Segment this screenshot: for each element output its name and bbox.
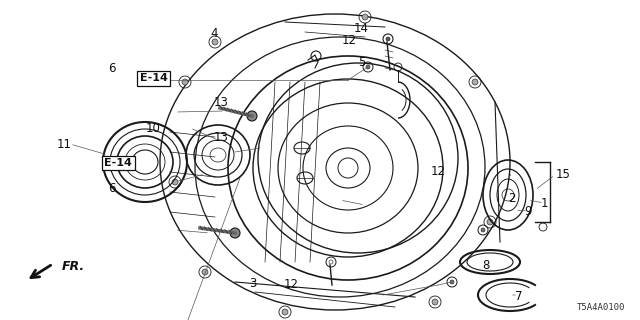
Text: 6: 6	[108, 182, 116, 195]
Text: 1: 1	[540, 197, 548, 210]
Text: 11: 11	[56, 138, 72, 150]
Text: 8: 8	[483, 259, 490, 272]
Circle shape	[202, 269, 208, 275]
Circle shape	[247, 111, 257, 121]
Circle shape	[172, 179, 178, 185]
Text: 14: 14	[354, 22, 369, 35]
Text: 12: 12	[284, 278, 299, 291]
Text: 5: 5	[358, 56, 365, 69]
Text: T5A4A0100: T5A4A0100	[577, 303, 625, 312]
Circle shape	[386, 37, 390, 41]
Text: 6: 6	[108, 62, 116, 75]
Text: E-14: E-14	[104, 158, 132, 168]
Circle shape	[230, 228, 240, 238]
Text: 2: 2	[508, 192, 516, 205]
Circle shape	[182, 79, 188, 85]
Circle shape	[212, 39, 218, 45]
Circle shape	[282, 309, 288, 315]
Text: 10: 10	[146, 122, 161, 134]
Text: 4: 4	[211, 27, 218, 40]
Text: 3: 3	[249, 277, 257, 290]
Text: 9: 9	[524, 205, 532, 218]
Text: 12: 12	[341, 34, 356, 46]
Text: 15: 15	[556, 168, 571, 181]
Circle shape	[362, 14, 368, 20]
Circle shape	[481, 228, 485, 232]
Text: FR.: FR.	[62, 260, 85, 273]
Text: E-14: E-14	[140, 73, 168, 84]
Text: 13: 13	[213, 96, 228, 109]
Text: 13: 13	[213, 131, 228, 144]
Text: 12: 12	[431, 165, 446, 178]
Text: 7: 7	[515, 290, 522, 302]
Circle shape	[450, 280, 454, 284]
Circle shape	[472, 79, 478, 85]
Circle shape	[366, 65, 370, 69]
Circle shape	[487, 219, 493, 225]
Circle shape	[432, 299, 438, 305]
